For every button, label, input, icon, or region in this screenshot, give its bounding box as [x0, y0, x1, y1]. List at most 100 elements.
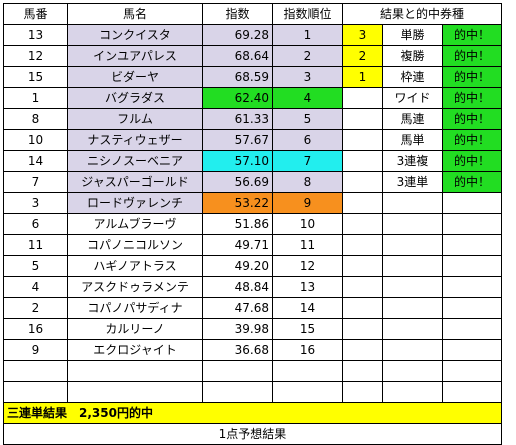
horse-name-cell: エクロジャイト: [67, 339, 203, 361]
index-cell: 61.33: [202, 108, 273, 130]
index-cell: [202, 360, 273, 382]
header-horse-name: 馬名: [67, 3, 203, 25]
index-cell: 49.71: [202, 234, 273, 256]
table-row: 2 コパノパサディナ 47.68 14: [3, 297, 502, 319]
rank-cell: 13: [272, 276, 343, 298]
index-cell: 56.69: [202, 171, 273, 193]
header-index: 指数: [202, 3, 273, 25]
horse-no-cell: 16: [3, 318, 68, 340]
bet-type-cell: [382, 192, 443, 214]
bet-type-cell: 単勝: [382, 24, 443, 46]
horse-name-cell: コパノパサディナ: [67, 297, 203, 319]
rank-cell: 14: [272, 297, 343, 319]
result-position-cell: [342, 339, 383, 361]
result-position-cell: [342, 360, 383, 382]
horse-no-cell: 13: [3, 24, 68, 46]
rank-cell: 3: [272, 66, 343, 88]
hit-cell: 的中！: [442, 24, 502, 46]
index-cell: 68.64: [202, 45, 273, 67]
bet-type-cell: 3連複: [382, 150, 443, 172]
horse-no-cell: 3: [3, 192, 68, 214]
table-caption: 1点予想結果: [3, 423, 502, 445]
table-row: 6 アルムブラーヴ 51.86 10: [3, 213, 502, 235]
header-result: 結果と的中券種: [342, 3, 502, 25]
horse-name-cell: ビダーヤ: [67, 66, 203, 88]
table-row: 10 ナスティウェザー 57.67 6 馬単 的中！: [3, 129, 502, 151]
table-row: 7 ジャスパーゴールド 56.69 8 3連単 的中！: [3, 171, 502, 193]
rank-cell: 9: [272, 192, 343, 214]
hit-cell: 的中！: [442, 108, 502, 130]
header-row: 馬番 馬名 指数 指数順位 結果と的中券種: [3, 3, 502, 25]
index-cell: 49.20: [202, 255, 273, 277]
horse-no-cell: 7: [3, 171, 68, 193]
hit-cell: 的中！: [442, 45, 502, 67]
index-cell: 36.68: [202, 339, 273, 361]
table-body: 13 コンクイスタ 69.28 1 3 単勝 的中！ 12 インユアパレス 68.64 2 2 複勝 的中…: [3, 24, 502, 403]
rank-cell: 15: [272, 318, 343, 340]
horse-no-cell: 6: [3, 213, 68, 235]
horse-name-cell: インユアパレス: [67, 45, 203, 67]
hit-cell: [442, 339, 502, 361]
result-row: 三連単結果 2,350円的中: [3, 402, 502, 424]
horse-name-cell: フルム: [67, 108, 203, 130]
rank-cell: 7: [272, 150, 343, 172]
horse-name-cell: アスクドゥラメンテ: [67, 276, 203, 298]
horse-name-cell: カルリーノ: [67, 318, 203, 340]
header-index-rank: 指数順位: [272, 3, 343, 25]
trifecta-result: 三連単結果 2,350円的中: [3, 402, 502, 424]
index-cell: 39.98: [202, 318, 273, 340]
hit-cell: 的中！: [442, 87, 502, 109]
horse-no-cell: 14: [3, 150, 68, 172]
horse-name-cell: バグラダス: [67, 87, 203, 109]
table-row: 16 カルリーノ 39.98 15: [3, 318, 502, 340]
bet-type-cell: [382, 255, 443, 277]
prediction-table: 馬番 馬名 指数 指数順位 結果と的中券種 13 コンクイスタ 69.28 1 3 単勝的…: [3, 3, 502, 445]
horse-name-cell: ナスティウェザー: [67, 129, 203, 151]
horse-no-cell: 4: [3, 276, 68, 298]
result-position-cell: [342, 108, 383, 130]
horse-no-cell: [3, 381, 68, 403]
rank-cell: 12: [272, 255, 343, 277]
table-row: [3, 381, 502, 403]
hit-cell: [442, 297, 502, 319]
bet-type-cell: 馬連: [382, 108, 443, 130]
rank-cell: 6: [272, 129, 343, 151]
rank-cell: 16: [272, 339, 343, 361]
bet-type-cell: 枠連: [382, 66, 443, 88]
index-cell: 51.86: [202, 213, 273, 235]
bet-type-cell: [382, 360, 443, 382]
rank-cell: 8: [272, 171, 343, 193]
bet-type-cell: [382, 381, 443, 403]
result-position-cell: [342, 129, 383, 151]
bet-type-cell: [382, 234, 443, 256]
hit-cell: [442, 381, 502, 403]
bet-type-cell: 3連単: [382, 171, 443, 193]
header-horse-no: 馬番: [3, 3, 68, 25]
index-cell: 47.68: [202, 297, 273, 319]
index-cell: [202, 381, 273, 403]
bet-type-cell: [382, 339, 443, 361]
horse-name-cell: [67, 381, 203, 403]
horse-no-cell: 10: [3, 129, 68, 151]
caption-row: 1点予想結果: [3, 423, 502, 445]
rank-cell: 5: [272, 108, 343, 130]
hit-cell: [442, 318, 502, 340]
result-position-cell: [342, 255, 383, 277]
table-row: 15 ビダーヤ 68.59 3 1 枠連 的中！: [3, 66, 502, 88]
index-cell: 57.10: [202, 150, 273, 172]
hit-cell: 的中！: [442, 129, 502, 151]
horse-no-cell: 11: [3, 234, 68, 256]
rank-cell: [272, 360, 343, 382]
index-cell: 62.40: [202, 87, 273, 109]
table-row: 3 ロードヴァレンチ 53.22 9: [3, 192, 502, 214]
index-cell: 68.59: [202, 66, 273, 88]
rank-cell: [272, 381, 343, 403]
rank-cell: 4: [272, 87, 343, 109]
index-cell: 53.22: [202, 192, 273, 214]
horse-name-cell: ジャスパーゴールド: [67, 171, 203, 193]
bet-type-cell: 複勝: [382, 45, 443, 67]
horse-name-cell: コパノニコルソン: [67, 234, 203, 256]
hit-cell: [442, 360, 502, 382]
bet-type-cell: ワイド: [382, 87, 443, 109]
horse-name-cell: [67, 360, 203, 382]
